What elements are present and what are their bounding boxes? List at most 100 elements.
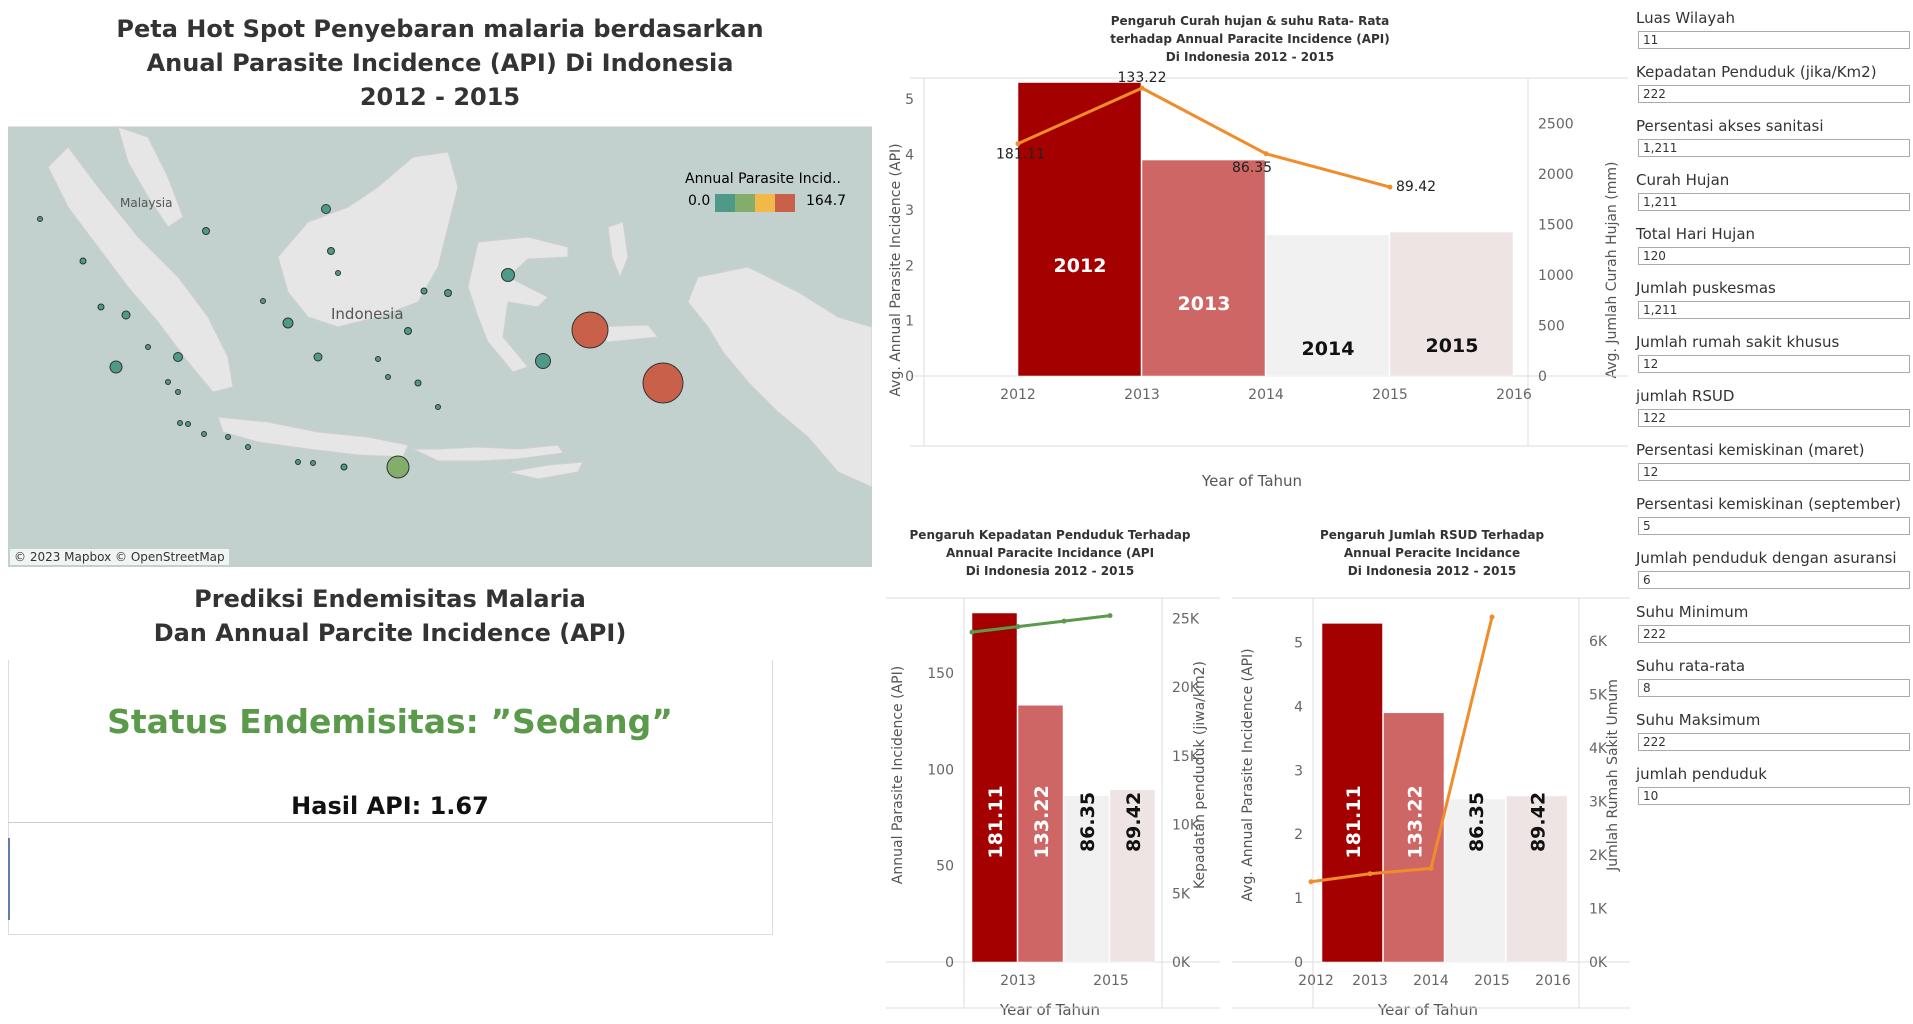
rain-chart-title-line-2: terhadap Annual Paracite Incidence (API)	[1110, 32, 1390, 46]
line-series[interactable]	[971, 614, 1111, 634]
hotspot-5[interactable]	[121, 310, 131, 320]
hotspot-map[interactable]: Malaysia Indonesia Annual Parasite Incid…	[8, 126, 872, 567]
param-input-5[interactable]: 1,211	[1638, 301, 1910, 319]
ytick-4: 4	[905, 148, 914, 164]
hotspot-32[interactable]	[340, 463, 348, 471]
hotspot-25[interactable]	[177, 420, 183, 426]
line-point-2015[interactable]	[1107, 613, 1113, 619]
line-point-2012[interactable]	[969, 629, 975, 635]
line-point-2015[interactable]	[1387, 184, 1393, 190]
bar-2014[interactable]	[1444, 798, 1506, 963]
map-canvas[interactable]: Malaysia Indonesia Annual Parasite Incid…	[8, 127, 872, 567]
hotspot-4[interactable]	[97, 303, 105, 311]
hotspot-14[interactable]	[335, 270, 341, 276]
hotspot-19[interactable]	[375, 356, 381, 362]
hotspot-18[interactable]	[501, 268, 515, 282]
param-input-13[interactable]: 222	[1638, 733, 1910, 751]
hotspot-35[interactable]	[642, 362, 684, 404]
hotspot-8[interactable]	[173, 352, 183, 362]
hotspot-6[interactable]	[145, 344, 151, 350]
ytick-1: 1	[905, 314, 914, 330]
hotspot-27[interactable]	[201, 431, 207, 437]
rain-chart[interactable]: Avg. Annual Parasite Incidence (API) Avg…	[880, 70, 1630, 510]
bar-2014[interactable]	[1063, 795, 1110, 963]
hotspot-13[interactable]	[327, 247, 335, 255]
line-series[interactable]	[1310, 616, 1494, 884]
param-input-0[interactable]: 11	[1638, 31, 1910, 49]
hotspot-34[interactable]	[571, 311, 609, 349]
param-label-6: Jumlah rumah sakit khusus	[1636, 333, 1840, 351]
density-chart[interactable]: Annual Parasite Incidence (API) Kepadata…	[880, 585, 1230, 1024]
hotspot-0[interactable]	[37, 216, 43, 222]
xtick-2014: 2014	[1248, 387, 1284, 403]
map-legend-max: 164.7	[806, 193, 846, 209]
param-input-1[interactable]: 222	[1638, 85, 1910, 103]
y2tick-0: 0	[1538, 369, 1547, 385]
line-point-2012[interactable]	[1015, 141, 1021, 147]
hotspot-30[interactable]	[295, 459, 301, 465]
hotspot-16[interactable]	[420, 287, 428, 295]
hotspot-33[interactable]	[386, 455, 410, 479]
line-point-2012[interactable]	[1308, 879, 1314, 885]
line-point-2013[interactable]	[1367, 871, 1373, 877]
line-point-2014[interactable]	[1428, 865, 1434, 871]
hotspot-29[interactable]	[245, 444, 251, 450]
rain-chart-title-line-3: Di Indonesia 2012 - 2015	[1165, 50, 1335, 64]
hotspot-28[interactable]	[225, 434, 231, 440]
bar-2015[interactable]	[1109, 789, 1156, 963]
bar-2012[interactable]	[971, 612, 1018, 963]
param-input-6[interactable]: 12	[1638, 355, 1910, 373]
map-credit[interactable]: © 2023 Mapbox © OpenStreetMap	[10, 549, 229, 565]
line-point-2013[interactable]	[1015, 624, 1021, 630]
param-input-9[interactable]: 5	[1638, 517, 1910, 535]
line-point-2014[interactable]	[1263, 151, 1269, 157]
bar-2012[interactable]	[1321, 623, 1383, 963]
hotspot-24[interactable]	[535, 353, 551, 369]
param-label-7: jumlah RSUD	[1636, 387, 1735, 405]
bar-label-2012: 181.11	[985, 785, 1007, 858]
param-input-12[interactable]: 8	[1638, 679, 1910, 697]
hotspot-15[interactable]	[313, 352, 323, 362]
line-point-2015[interactable]	[1489, 614, 1495, 620]
xtick-2015: 2015	[1093, 973, 1129, 989]
bar-2015[interactable]	[1389, 231, 1514, 377]
hotspot-17[interactable]	[444, 289, 452, 297]
param-input-7[interactable]: 122	[1638, 409, 1910, 427]
hotspot-23[interactable]	[435, 404, 441, 410]
hotspot-20[interactable]	[385, 374, 391, 380]
param-label-1: Kepadatan Penduduk (jika/Km2)	[1636, 63, 1877, 81]
param-label-12: Suhu rata-rata	[1636, 657, 1746, 675]
param-input-10[interactable]: 6	[1638, 571, 1910, 589]
hotspot-12[interactable]	[282, 317, 294, 329]
hotspot-markers[interactable]	[37, 204, 684, 479]
hotspot-2[interactable]	[321, 204, 331, 214]
param-input-3[interactable]: 1,211	[1638, 193, 1910, 211]
bar-2015[interactable]	[1506, 795, 1568, 963]
bar-2013[interactable]	[1017, 705, 1064, 963]
param-input-14[interactable]: 10	[1638, 787, 1910, 805]
hotspot-26[interactable]	[185, 421, 191, 427]
rsud-chart[interactable]: Avg. Annual Parasite Incidence (API) Jum…	[1230, 585, 1630, 1024]
bar-2013[interactable]	[1141, 159, 1266, 377]
hotspot-9[interactable]	[165, 379, 171, 385]
hotspot-3[interactable]	[79, 257, 87, 265]
bar-2014[interactable]	[1265, 234, 1390, 377]
hotspot-31[interactable]	[310, 460, 316, 466]
hotspot-1[interactable]	[202, 227, 210, 235]
ytick-5: 5	[905, 92, 914, 108]
param-input-2[interactable]: 1,211	[1638, 139, 1910, 157]
param-input-8[interactable]: 12	[1638, 463, 1910, 481]
line-point-2014[interactable]	[1061, 618, 1067, 624]
bar-2013[interactable]	[1383, 712, 1445, 963]
line-series[interactable]	[1017, 86, 1391, 189]
param-input-4[interactable]: 120	[1638, 247, 1910, 265]
line-point-2013[interactable]	[1139, 85, 1145, 91]
xtick-2015: 2015	[1372, 387, 1408, 403]
param-input-11[interactable]: 222	[1638, 625, 1910, 643]
hotspot-7[interactable]	[109, 360, 123, 374]
hotspot-21[interactable]	[404, 327, 412, 335]
hotspot-11[interactable]	[260, 298, 266, 304]
hotspot-22[interactable]	[414, 379, 422, 387]
bar-2012[interactable]	[1017, 82, 1142, 377]
hotspot-10[interactable]	[175, 389, 181, 395]
